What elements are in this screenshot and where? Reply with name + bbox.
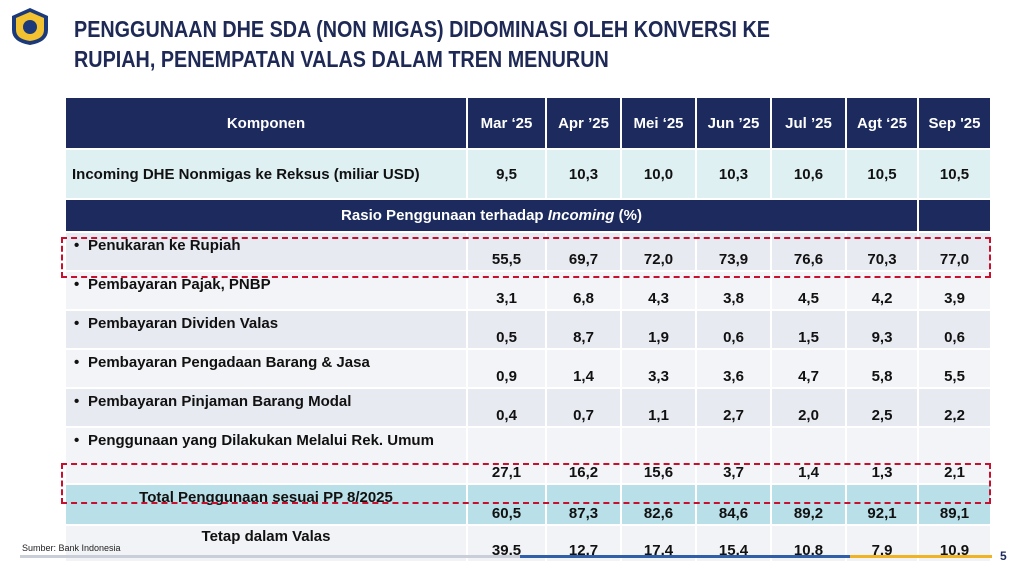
section-text: (%) [614, 207, 642, 224]
cell-value: 87,3 [545, 483, 622, 526]
cell-value: 0,6 [695, 309, 772, 350]
cell-value: 9,3 [845, 309, 919, 350]
cell-value: 15,6 [620, 426, 697, 485]
usage-row: Penggunaan yang Dilakukan Melalui Rek. U… [64, 426, 992, 485]
section-blank [917, 198, 992, 233]
cell-value: 1,9 [620, 309, 697, 350]
column-header: Jul ’25 [770, 96, 847, 150]
column-header: Mei ‘25 [620, 96, 697, 150]
highlight-box [61, 463, 991, 504]
row-label: Total Penggunaan sesuai PP 8/2025 [64, 483, 468, 526]
cell-value: 2,0 [770, 387, 847, 428]
usage-row: Pembayaran Pengadaan Barang & Jasa0,91,4… [64, 348, 992, 389]
source-note: Sumber: Bank Indonesia [22, 543, 121, 553]
cell-value: 27,1 [466, 426, 547, 485]
title-line: RUPIAH, PENEMPATAN VALAS DALAM TREN MENU… [74, 46, 609, 72]
column-header: Apr ’25 [545, 96, 622, 150]
total-row: Total Penggunaan sesuai PP 8/2025 60,5 87,… [64, 483, 992, 526]
section-header: Rasio Penggunaan terhadap Incoming (%) [64, 198, 919, 233]
row-label: Penggunaan yang Dilakukan Melalui Rek. U… [64, 426, 468, 485]
cell-value: 0,4 [466, 387, 547, 428]
column-header: Jun ’25 [695, 96, 772, 150]
cell-value: 10,6 [770, 148, 847, 200]
title-line: PENGGUNAAN DHE SDA (NON MIGAS) DIDOMINAS… [74, 16, 771, 42]
cell-value: 92,1 [845, 483, 919, 526]
section-text: Rasio Penggunaan terhadap [341, 207, 548, 224]
cell-value: 60,5 [466, 483, 547, 526]
column-header: Komponen [64, 96, 468, 150]
incoming-row: Incoming DHE Nonmigas ke Reksus (miliar … [64, 148, 992, 200]
cell-value: 5,8 [845, 348, 919, 389]
cell-value: 2,5 [845, 387, 919, 428]
usage-row: Pembayaran Dividen Valas0,58,71,90,61,59… [64, 309, 992, 350]
cell-value: 84,6 [695, 483, 772, 526]
section-row: Rasio Penggunaan terhadap Incoming (%) [64, 198, 992, 233]
footer-bar [20, 555, 992, 558]
section-text: Incoming [547, 207, 615, 224]
usage-row: Pembayaran Pinjaman Barang Modal0,40,71,… [64, 387, 992, 428]
cell-value: 10,0 [620, 148, 697, 200]
cell-value: 89,1 [917, 483, 992, 526]
highlight-box [61, 237, 991, 278]
cell-value: 4,7 [770, 348, 847, 389]
cell-value: 1,4 [545, 348, 622, 389]
row-label: Pembayaran Pinjaman Barang Modal [64, 387, 468, 428]
cell-value: 82,6 [620, 483, 697, 526]
cell-value: 0,6 [917, 309, 992, 350]
header-row: Komponen Mar ‘25 Apr ’25 Mei ‘25 Jun ’25 Jul … [64, 96, 992, 150]
cell-value: 10,3 [545, 148, 622, 200]
cell-value: 2,7 [695, 387, 772, 428]
row-label: Pembayaran Dividen Valas [64, 309, 468, 350]
cell-value: 2,1 [917, 426, 992, 485]
row-label: Pembayaran Pengadaan Barang & Jasa [64, 348, 468, 389]
slide-title: PENGGUNAAN DHE SDA (NON MIGAS) DIDOMINAS… [74, 14, 770, 74]
cell-value: 1,5 [770, 309, 847, 350]
cell-value: 1,3 [845, 426, 919, 485]
cell-value: 5,5 [917, 348, 992, 389]
cell-value: 8,7 [545, 309, 622, 350]
row-label: Incoming DHE Nonmigas ke Reksus (miliar … [64, 148, 468, 200]
cell-value: 0,5 [466, 309, 547, 350]
column-header: Sep '25 [917, 96, 992, 150]
cell-value: 10,3 [695, 148, 772, 200]
cell-value: 1,1 [620, 387, 697, 428]
cell-value: 3,3 [620, 348, 697, 389]
cell-value: 1,4 [770, 426, 847, 485]
data-table: Komponen Mar ‘25 Apr ’25 Mei ‘25 Jun ’25 Jul … [64, 96, 992, 563]
column-header: Agt ‘25 [845, 96, 919, 150]
cell-value: 10,5 [845, 148, 919, 200]
cell-value: 0,9 [466, 348, 547, 389]
cell-value: 10,5 [917, 148, 992, 200]
column-header: Mar ‘25 [466, 96, 547, 150]
cell-value: 3,6 [695, 348, 772, 389]
cell-value: 89,2 [770, 483, 847, 526]
cell-value: 0,7 [545, 387, 622, 428]
cell-value: 16,2 [545, 426, 622, 485]
page-number: 5 [1000, 549, 1007, 563]
cell-value: 9,5 [466, 148, 547, 200]
logo [12, 8, 48, 45]
cell-value: 2,2 [917, 387, 992, 428]
cell-value: 3,7 [695, 426, 772, 485]
